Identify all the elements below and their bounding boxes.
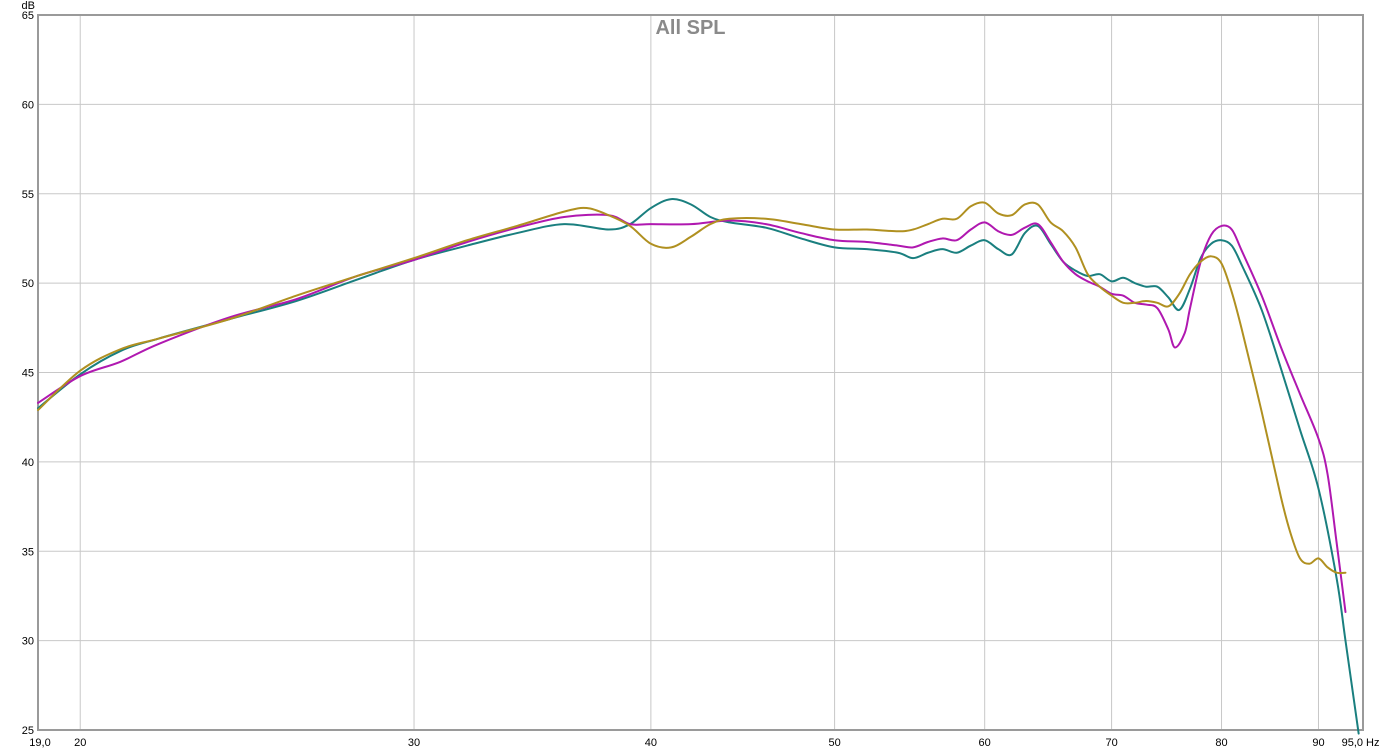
y-tick-label: 60 xyxy=(22,99,34,111)
x-tick-label: 70 xyxy=(1105,737,1117,749)
y-tick-label: 55 xyxy=(22,189,34,201)
plot-frame xyxy=(37,14,1364,731)
series-line-2 xyxy=(37,213,1347,614)
x-tick-label: 80 xyxy=(1215,737,1227,749)
x-axis-unit-label: Hz xyxy=(1366,737,1379,749)
series-layer xyxy=(37,198,1360,735)
y-tick-label: 65 xyxy=(22,10,34,22)
y-tick-label: 45 xyxy=(22,368,34,380)
series-line-1 xyxy=(37,198,1360,735)
y-tick-label: 30 xyxy=(22,636,34,648)
x-tick-label: 40 xyxy=(645,737,657,749)
grid xyxy=(37,14,1364,731)
x-tick-label: 30 xyxy=(408,737,420,749)
x-tick-label: 50 xyxy=(828,737,840,749)
tick-labels: 25 30 35 40 45 50 55 60 65 19,0 20 30 40 50 60 70 80 90 95… xyxy=(22,10,1363,749)
y-tick-label: 50 xyxy=(22,278,34,290)
y-axis-unit-label: dB xyxy=(22,0,35,12)
x-tick-label: 19,0 xyxy=(29,737,50,749)
y-tick-label: 35 xyxy=(22,546,34,558)
y-tick-label: 25 xyxy=(22,725,34,737)
y-tick-label: 40 xyxy=(22,457,34,469)
chart-title: All SPL xyxy=(655,17,725,39)
x-tick-label: 95,0 xyxy=(1342,737,1363,749)
series-line-3 xyxy=(37,201,1347,575)
x-tick-label: 20 xyxy=(74,737,86,749)
x-tick-label: 90 xyxy=(1312,737,1324,749)
x-tick-label: 60 xyxy=(979,737,991,749)
